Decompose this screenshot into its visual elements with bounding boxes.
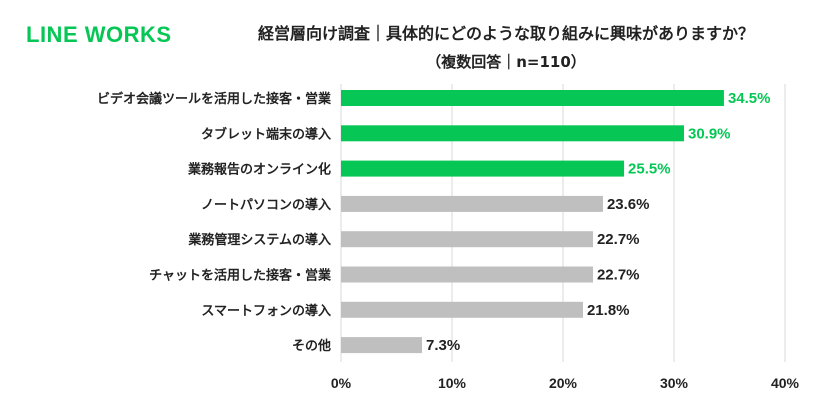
category-label-3: 業務報告のオンライン化 bbox=[187, 162, 331, 178]
x-tick-label-40: 40% bbox=[771, 375, 800, 391]
category-label-8: その他 bbox=[292, 338, 331, 354]
value-label-2: 30.9% bbox=[688, 125, 731, 142]
bar-7 bbox=[341, 301, 583, 318]
chart-subtitle: （複数回答｜n=110） bbox=[426, 53, 586, 71]
value-label-5: 22.7% bbox=[597, 231, 640, 248]
category-label-5: 業務管理システムの導入 bbox=[187, 232, 331, 248]
x-tick-label-0: 0% bbox=[331, 375, 352, 391]
x-tick-label-10: 10% bbox=[438, 375, 467, 391]
category-label-1: ビデオ会議ツールを活用した接客・営業 bbox=[97, 91, 332, 107]
bar-3 bbox=[341, 160, 625, 177]
value-label-4: 23.6% bbox=[607, 196, 650, 213]
category-label-4: ノートパソコンの導入 bbox=[201, 197, 331, 213]
category-label-2: タブレット端末の導入 bbox=[201, 126, 331, 142]
x-tick-label-30: 30% bbox=[660, 375, 689, 391]
bar-6 bbox=[341, 266, 593, 283]
value-label-6: 22.7% bbox=[597, 267, 640, 284]
value-label-7: 21.8% bbox=[587, 302, 630, 319]
bar-5 bbox=[341, 231, 593, 248]
value-label-8: 7.3% bbox=[426, 337, 460, 354]
value-label-3: 25.5% bbox=[628, 161, 671, 178]
bar-1 bbox=[341, 90, 724, 106]
line-works-logo: LINE WORKS bbox=[26, 22, 172, 47]
bar-8 bbox=[341, 337, 423, 354]
category-label-6: チャットを活用した接客・営業 bbox=[149, 268, 332, 284]
category-label-7: スマートフォンの導入 bbox=[201, 303, 331, 319]
bar-4 bbox=[341, 195, 603, 212]
chart-title: 経営層向け調査｜具体的にどのような取り組みに興味がありますか？ bbox=[257, 24, 754, 43]
value-label-1: 34.5% bbox=[728, 90, 771, 107]
bar-2 bbox=[341, 125, 684, 142]
x-tick-label-20: 20% bbox=[549, 375, 578, 391]
